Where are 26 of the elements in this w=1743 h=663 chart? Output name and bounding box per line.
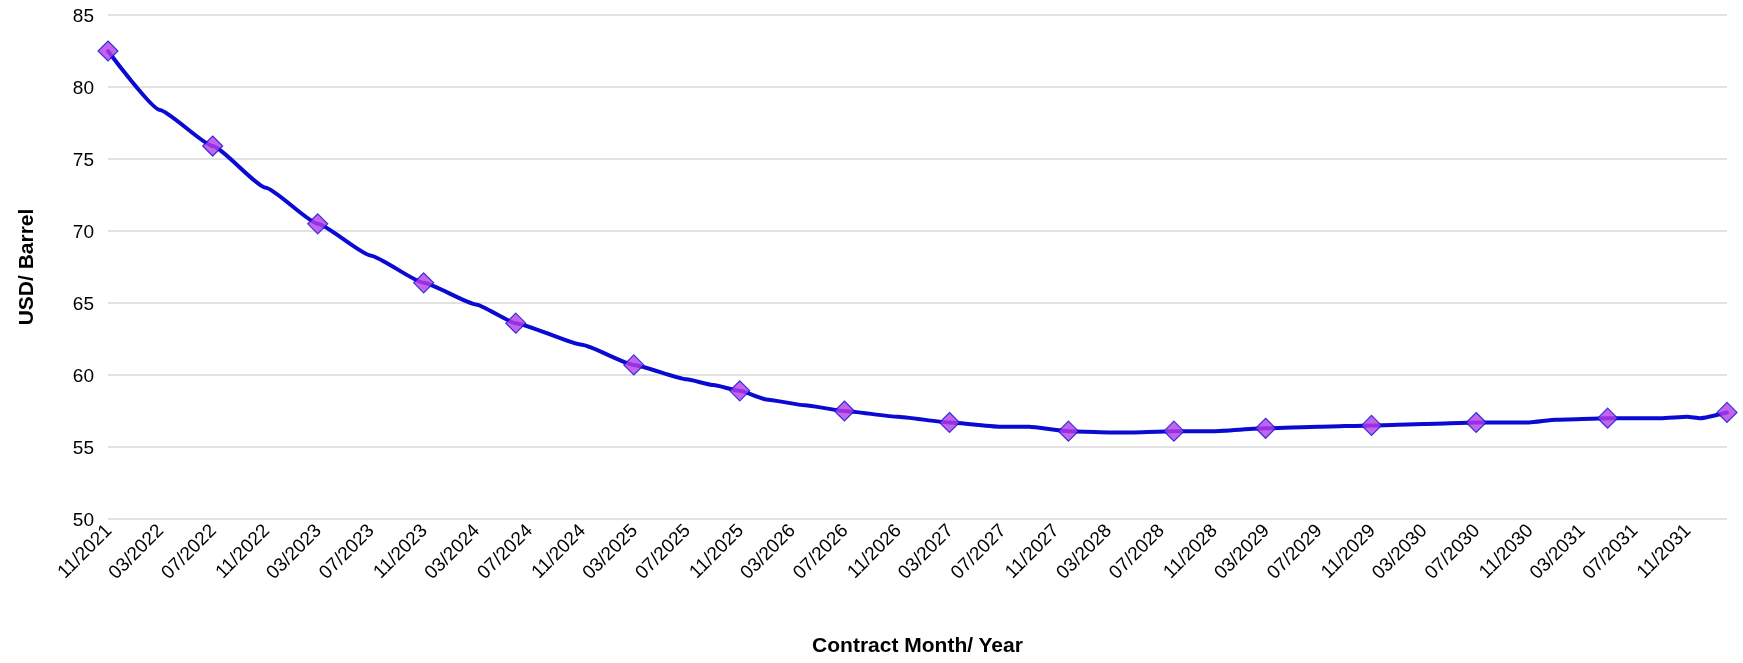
y-tick-label: 60 [72,364,94,386]
point [623,354,645,376]
y-tick-label: 75 [72,148,94,170]
y-tick-label: 50 [72,508,94,530]
point [938,411,961,434]
point [97,40,119,62]
y-tick-label: 65 [72,292,94,314]
point [1465,411,1487,434]
y-tick-label: 80 [72,76,94,98]
point [1360,414,1383,436]
x-axis-title: Contract Month/ Year [812,633,1023,656]
y-tick-label: 55 [72,436,94,458]
point [413,272,435,294]
y-tick-label: 70 [72,220,94,242]
point [1163,420,1185,442]
point [202,135,224,157]
point [833,400,856,422]
point [307,213,329,235]
point [1716,401,1738,424]
point [505,312,527,334]
point [1057,420,1080,442]
y-tick-label: 85 [72,4,94,26]
point [729,380,751,402]
y-axis-title: USD/ Barrel [14,208,37,326]
point [1597,407,1619,429]
point [1255,417,1277,439]
